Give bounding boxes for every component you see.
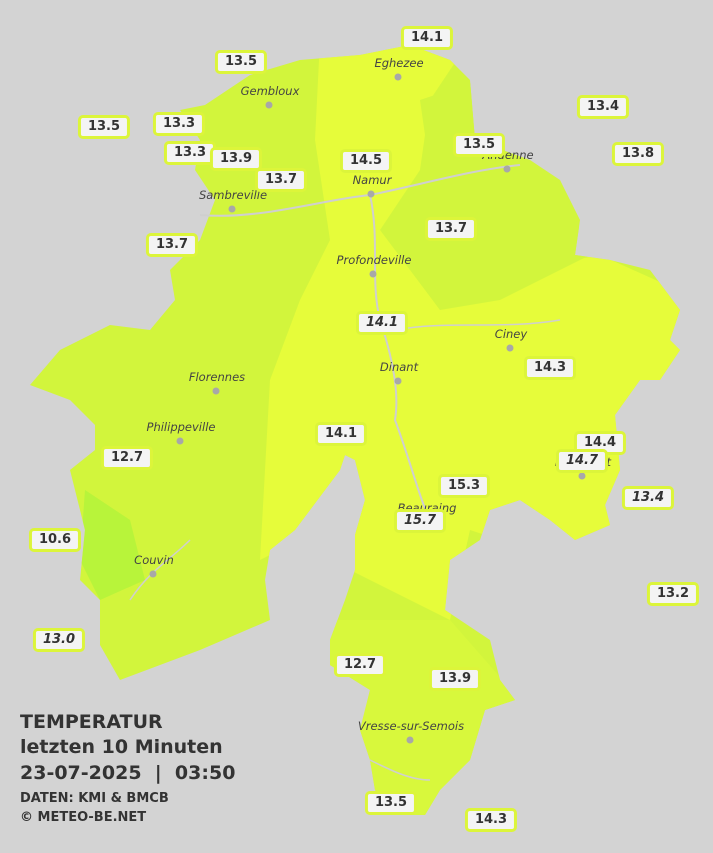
legend-title: TEMPERATUR — [20, 710, 163, 733]
river — [369, 759, 431, 781]
place-dot — [578, 472, 586, 480]
station-reading: 12.7 — [100, 446, 154, 470]
place-dot — [394, 377, 402, 385]
station-reading: 12.7 — [333, 653, 387, 677]
legend-source: DATEN: KMI & BMCB — [20, 791, 169, 807]
station-reading: 13.2 — [646, 582, 700, 606]
station-reading: 13.5 — [364, 791, 418, 815]
station-reading: 14.1 — [355, 311, 409, 335]
place-dot — [212, 387, 220, 395]
station-reading: 14.5 — [339, 149, 393, 173]
place-dot — [367, 190, 375, 198]
place-dot — [394, 73, 402, 81]
place-label: Dinant — [380, 360, 419, 374]
station-reading: 13.7 — [145, 233, 199, 257]
station-reading: 13.3 — [163, 141, 217, 165]
station-reading: 14.3 — [464, 808, 518, 832]
place-label: Florennes — [189, 370, 245, 384]
station-reading: 13.4 — [621, 486, 675, 510]
place-dot — [503, 165, 511, 173]
place-label: Philippeville — [147, 420, 216, 434]
river — [129, 539, 191, 601]
place-dot — [265, 101, 273, 109]
zone-cool — [80, 490, 145, 600]
station-reading: 13.8 — [611, 142, 665, 166]
place-label: Eghezee — [374, 56, 423, 70]
station-reading: 13.4 — [576, 95, 630, 119]
station-reading: 14.7 — [555, 449, 609, 473]
legend-timestamp: 23-07-2025 | 03:50 — [20, 761, 236, 784]
place-label: Gembloux — [241, 84, 300, 98]
river — [369, 194, 431, 521]
place-label: Vresse-sur-Semois — [358, 719, 464, 733]
zone-mild — [390, 80, 590, 310]
river — [394, 319, 561, 331]
station-reading: 10.6 — [28, 528, 82, 552]
station-reading: 13.3 — [152, 112, 206, 136]
place-dot — [369, 270, 377, 278]
place-dot — [149, 570, 157, 578]
legend-period: letzten 10 Minuten — [20, 735, 223, 758]
place-label: Profondeville — [337, 253, 412, 267]
place-dot — [406, 736, 414, 744]
station-reading: 14.1 — [400, 26, 454, 50]
place-label: Couvin — [134, 553, 174, 567]
station-reading: 15.7 — [393, 509, 447, 533]
station-reading: 13.7 — [424, 217, 478, 241]
legend-credit: © METEO-BE.NET — [20, 810, 147, 826]
station-reading: 13.9 — [428, 667, 482, 691]
place-dot — [176, 437, 184, 445]
station-reading: 15.3 — [437, 474, 491, 498]
station-reading: 13.5 — [214, 50, 268, 74]
station-reading: 13.5 — [77, 115, 131, 139]
station-reading: 13.9 — [209, 147, 263, 171]
zone-warm — [260, 45, 680, 620]
station-reading: 13.7 — [254, 168, 308, 192]
place-label: Namur — [353, 173, 393, 187]
station-reading: 14.3 — [523, 356, 577, 380]
place-dot — [506, 344, 514, 352]
station-reading: 13.5 — [452, 133, 506, 157]
place-label: Ciney — [495, 327, 528, 341]
station-reading: 13.0 — [32, 628, 86, 652]
place-dot — [228, 205, 236, 213]
place-label: Sambreville — [199, 188, 267, 202]
station-reading: 14.1 — [314, 422, 368, 446]
